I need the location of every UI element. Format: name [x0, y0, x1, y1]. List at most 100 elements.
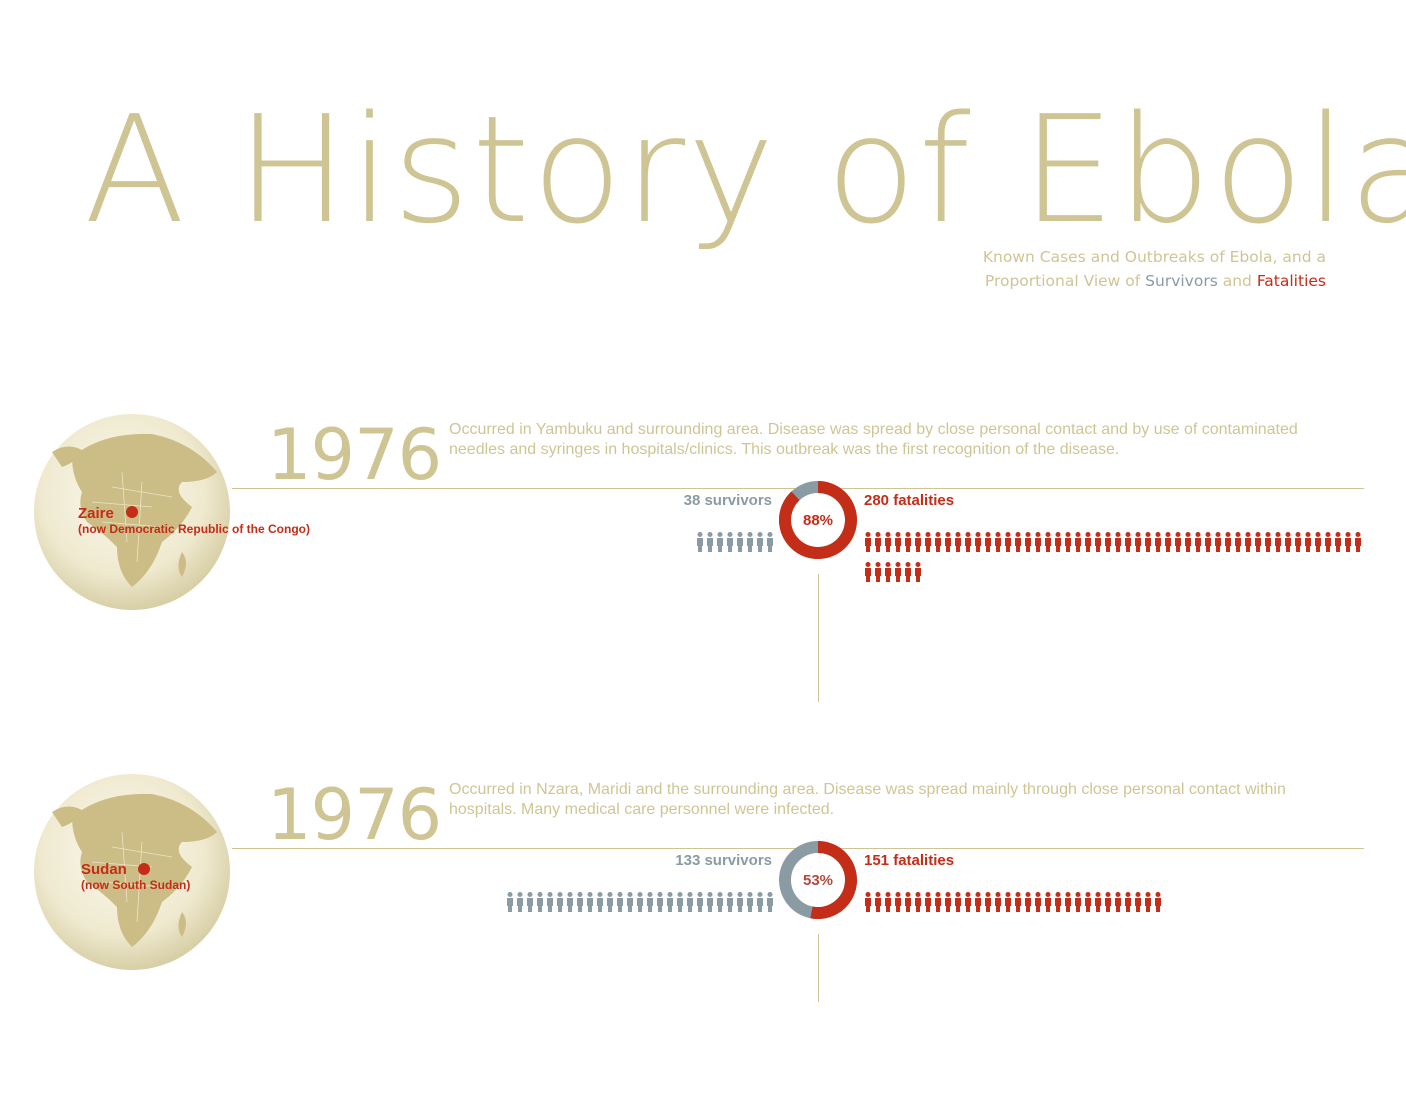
- place-name: Zaire: [78, 505, 114, 522]
- fatality-icon: [1355, 532, 1361, 552]
- survivor-icon: [757, 892, 763, 912]
- fatality-icon: [1055, 532, 1061, 552]
- fatality-icon: [905, 892, 911, 912]
- survivors-count: 133 survivors: [675, 852, 772, 869]
- fatality-rate-label: 53%: [803, 872, 833, 889]
- fatality-icon: [895, 562, 901, 582]
- fatality-icon: [1295, 532, 1301, 552]
- fatality-icon: [865, 892, 871, 912]
- subtitle-fatalities: Fatalities: [1256, 272, 1326, 290]
- outbreak-sudan: Sudan (now South Sudan) 1976 Occurred in…: [0, 772, 1406, 1102]
- outbreak-zaire: Zaire (now Democratic Republic of the Co…: [0, 412, 1406, 742]
- survivor-icon: [567, 892, 573, 912]
- survivor-icon: [767, 892, 773, 912]
- fatality-icon: [1215, 532, 1221, 552]
- fatality-icon: [965, 532, 971, 552]
- survivor-icon: [697, 892, 703, 912]
- fatality-icon: [1305, 532, 1311, 552]
- fatality-icon: [945, 532, 951, 552]
- survivor-icon: [737, 892, 743, 912]
- fatality-icon: [1145, 532, 1151, 552]
- fatality-icon: [1005, 532, 1011, 552]
- fatality-icon: [1255, 532, 1261, 552]
- survivor-icon: [717, 532, 723, 552]
- subtitle-survivors: Survivors: [1145, 272, 1218, 290]
- survivor-icon: [657, 892, 663, 912]
- outbreak-description: Occurred in Yambuku and surrounding area…: [449, 421, 1298, 458]
- fatality-icon: [1275, 532, 1281, 552]
- survivor-icon: [637, 892, 643, 912]
- survivor-icon: [737, 532, 743, 552]
- survivor-icon: [747, 892, 753, 912]
- fatality-icon: [1115, 532, 1121, 552]
- fatality-icon: [1085, 892, 1091, 912]
- survivor-icon: [517, 892, 523, 912]
- fatality-icon: [975, 892, 981, 912]
- survivor-icon: [667, 892, 673, 912]
- location-marker: [126, 506, 138, 518]
- fatality-icon: [1125, 532, 1131, 552]
- fatality-icon: [1225, 532, 1231, 552]
- outbreak-place: Zaire (now Democratic Republic of the Co…: [78, 505, 310, 536]
- survivors-count: 38 survivors: [683, 492, 772, 509]
- location-marker: [138, 863, 150, 875]
- fatality-icon: [1045, 532, 1051, 552]
- survivor-icon: [757, 532, 763, 552]
- fatality-icon: [1065, 532, 1071, 552]
- fatality-rate-donut: 53%: [779, 841, 857, 919]
- fatality-icon: [1095, 532, 1101, 552]
- fatality-icon: [1035, 892, 1041, 912]
- survivor-icon: [597, 892, 603, 912]
- fatality-icon: [875, 532, 881, 552]
- fatality-icon: [1125, 892, 1131, 912]
- survivor-icon: [627, 892, 633, 912]
- fatality-icon: [1155, 892, 1161, 912]
- fatality-icon: [1045, 892, 1051, 912]
- subtitle-prefix: Proportional View of: [984, 272, 1146, 290]
- fatality-icon: [1025, 892, 1031, 912]
- fatality-icon: [985, 532, 991, 552]
- fatality-icon: [915, 562, 921, 582]
- fatality-icon: [1155, 532, 1161, 552]
- survivor-icon: [697, 532, 703, 552]
- subtitle-line-2: Proportional View of Survivors and Fatal…: [983, 269, 1326, 293]
- fatality-icon: [865, 532, 871, 552]
- page-subtitle: Known Cases and Outbreaks of Ebola, and …: [983, 245, 1326, 293]
- fatality-rate-label: 88%: [803, 512, 833, 529]
- fatality-icon: [935, 532, 941, 552]
- fatality-icon: [885, 892, 891, 912]
- fatality-icon: [1015, 892, 1021, 912]
- fatality-icon: [1205, 532, 1211, 552]
- survivor-icon: [707, 532, 713, 552]
- fatality-icon: [1065, 892, 1071, 912]
- globe-icon: [34, 774, 230, 970]
- fatality-icon: [975, 532, 981, 552]
- fatality-icon: [925, 892, 931, 912]
- fatality-icon: [1055, 892, 1061, 912]
- fatality-icon: [885, 562, 891, 582]
- survivor-icon: [687, 892, 693, 912]
- fatality-icon: [1095, 892, 1101, 912]
- fatalities-arc: [810, 841, 857, 919]
- fatality-icon: [1345, 532, 1351, 552]
- page-title: A History of Ebola: [84, 84, 1406, 256]
- survivor-icon: [537, 892, 543, 912]
- fatality-icon: [905, 532, 911, 552]
- fatality-icon: [1115, 892, 1121, 912]
- fatality-icon: [1025, 532, 1031, 552]
- fatality-icon: [1245, 532, 1251, 552]
- fatality-icon: [955, 892, 961, 912]
- fatality-icon: [1265, 532, 1271, 552]
- survivor-icon: [577, 892, 583, 912]
- fatality-icon: [895, 892, 901, 912]
- globe-icon: [34, 414, 230, 610]
- outbreak-description: Occurred in Nzara, Maridi and the surrou…: [449, 781, 1286, 818]
- survivor-icon: [527, 892, 533, 912]
- fatality-icon: [1145, 892, 1151, 912]
- fatality-icon: [1185, 532, 1191, 552]
- fatality-icon: [885, 532, 891, 552]
- subtitle-and: and: [1217, 272, 1257, 290]
- fatality-icon: [1315, 532, 1321, 552]
- fatality-icon: [915, 532, 921, 552]
- survivors-pictogram: [697, 532, 773, 552]
